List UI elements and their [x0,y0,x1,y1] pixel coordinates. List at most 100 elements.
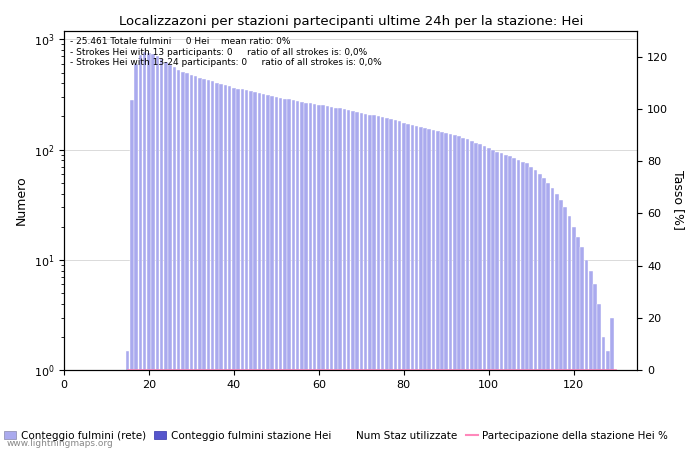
Bar [177,70,181,450]
Bar [253,92,257,450]
Bar [215,83,218,450]
Bar [593,284,597,450]
Bar [279,98,282,450]
Bar [470,141,474,450]
Partecipazione della stazione Hei % [289,368,298,373]
Bar [283,99,287,450]
Bar [555,194,559,450]
Bar [296,101,300,450]
Bar [559,200,563,450]
Bar [134,64,138,450]
Bar [228,86,232,450]
Bar [428,129,431,450]
Bar [576,238,580,450]
Bar [274,97,278,450]
Bar [317,105,321,450]
Bar [232,88,236,450]
Bar [504,155,508,450]
Bar [457,136,461,450]
Text: www.lightningmaps.org: www.lightningmaps.org [7,439,113,448]
Bar [164,62,168,450]
Bar [453,135,456,450]
Bar [266,95,270,450]
Bar [223,85,228,450]
Bar [368,115,372,450]
Bar [139,55,142,450]
Text: - 25.461 Totale fulmini     0 Hei    mean ratio: 0%
- Strokes Hei with 13 partic: - 25.461 Totale fulmini 0 Hei mean ratio… [69,37,382,67]
Bar [406,124,410,450]
Bar [521,162,524,450]
Bar [597,304,601,450]
Bar [580,248,584,450]
Bar [461,138,465,450]
Bar [440,132,444,450]
Bar [474,143,478,450]
Bar [483,146,486,450]
Bar [291,100,295,450]
Bar [508,156,512,450]
Title: Localizzazoni per stazioni partecipanti ultime 24h per la stazione: Hei: Localizzazoni per stazioni partecipanti … [118,15,583,28]
Bar [606,351,610,450]
Bar [334,108,337,450]
Bar [338,108,342,450]
Bar [610,318,614,450]
Bar [449,134,452,450]
Bar [432,130,435,450]
Bar [377,117,380,450]
Bar [564,207,567,450]
Bar [496,152,499,450]
Bar [130,100,134,450]
Bar [466,140,469,450]
Bar [241,89,244,450]
Bar [237,89,240,450]
Partecipazione della stazione Hei % [519,368,527,373]
Bar [479,144,482,450]
Bar [356,112,359,450]
Bar [602,337,606,450]
Bar [525,163,528,450]
Bar [143,53,146,450]
Bar [181,72,185,450]
Bar [249,91,253,450]
Bar [393,121,397,450]
Bar [444,133,448,450]
Y-axis label: Numero: Numero [15,176,28,225]
Bar [615,370,618,450]
Bar [351,111,355,450]
Bar [287,99,291,450]
Bar [547,183,550,450]
Bar [198,78,202,450]
Partecipazione della stazione Hei % [123,368,132,373]
Bar [321,105,325,450]
Bar [572,227,575,450]
Bar [360,112,363,450]
Bar [245,90,248,450]
Bar [309,104,312,450]
Bar [568,216,571,450]
Bar [326,106,329,450]
Partecipazione della stazione Hei % [612,368,620,373]
Bar [194,76,197,450]
Bar [385,118,389,450]
Bar [186,73,189,450]
Bar [168,64,172,450]
Bar [389,119,393,450]
Legend: Conteggio fulmini (rete), Conteggio fulmini stazione Hei, Num Staz utilizzate, P: Conteggio fulmini (rete), Conteggio fulm… [0,427,672,445]
Bar [414,126,419,450]
Bar [190,75,193,450]
Bar [402,122,405,450]
Bar [512,158,516,450]
Bar [313,104,316,450]
Bar [517,160,520,450]
Bar [258,93,261,450]
Bar [398,122,401,450]
Bar [262,94,265,450]
Bar [304,103,308,450]
Bar [160,59,163,450]
Bar [533,170,538,450]
Bar [542,178,546,450]
Bar [529,166,533,450]
Bar [346,110,351,450]
Bar [206,80,210,450]
Partecipazione della stazione Hei % [574,368,582,373]
